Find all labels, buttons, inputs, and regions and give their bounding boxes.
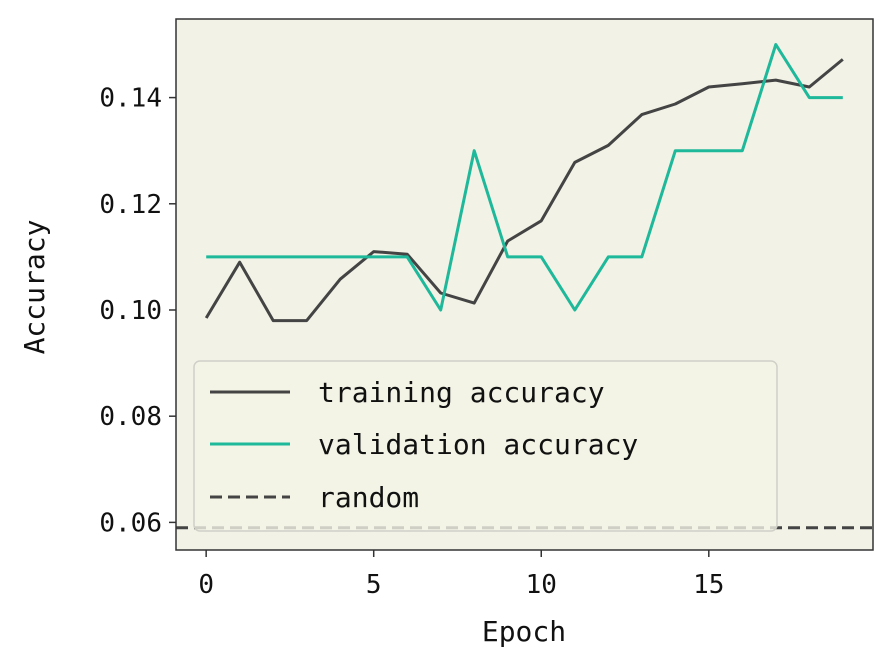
y-tick-label: 0.06 [99, 508, 162, 538]
y-axis-title: Accuracy [18, 220, 51, 355]
plot-frame [175, 18, 874, 551]
series-line-training-accuracy [204, 58, 844, 323]
legend: training accuracy validation accuracy ra… [193, 360, 778, 532]
legend-label-validation: validation accuracy [318, 428, 638, 461]
legend-box [193, 360, 778, 532]
x-tick-label: 15 [693, 570, 724, 600]
x-axis-title: Epoch [482, 615, 566, 648]
x-axis: 0 5 10 15 [198, 550, 724, 600]
series-line-validation-accuracy [206, 43, 843, 312]
x-tick-label: 0 [198, 570, 214, 600]
y-axis: 0.06 0.08 0.10 0.12 0.14 [99, 84, 176, 538]
y-tick-label: 0.08 [99, 402, 162, 432]
x-tick-label: 5 [366, 570, 382, 600]
y-tick-label: 0.14 [99, 84, 162, 114]
y-tick-label: 0.10 [99, 296, 162, 326]
x-tick-label: 10 [526, 570, 557, 600]
legend-label-random: random [318, 481, 419, 514]
y-tick-label: 0.12 [99, 190, 162, 220]
legend-label-training: training accuracy [318, 376, 605, 409]
